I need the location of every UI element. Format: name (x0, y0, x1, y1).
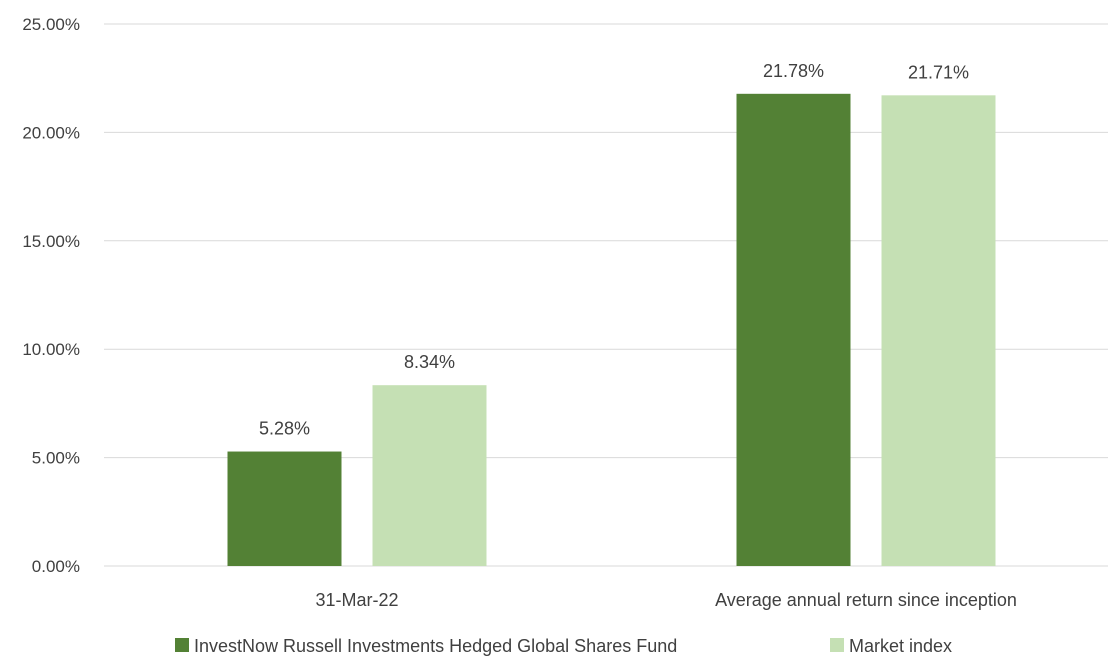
bar-fund (227, 451, 342, 566)
legend-swatch (175, 638, 189, 652)
y-tick-label: 25.00% (22, 15, 80, 34)
bars (227, 93, 996, 566)
legend: InvestNow Russell Investments Hedged Glo… (175, 636, 952, 656)
data-label: 21.71% (908, 62, 969, 82)
legend-label: InvestNow Russell Investments Hedged Glo… (194, 636, 677, 656)
legend-label: Market index (849, 636, 952, 656)
y-tick-label: 0.00% (32, 557, 80, 576)
y-tick-label: 15.00% (22, 232, 80, 251)
data-label: 21.78% (763, 61, 824, 81)
data-label: 5.28% (259, 419, 310, 439)
x-tick-label: Average annual return since inception (715, 590, 1017, 610)
y-tick-label: 20.00% (22, 123, 80, 142)
bar-market-index (881, 95, 996, 566)
y-tick-label: 5.00% (32, 449, 80, 468)
x-tick-label: 31-Mar-22 (315, 590, 398, 610)
data-label: 8.34% (404, 352, 455, 372)
y-tick-label: 10.00% (22, 340, 80, 359)
bar-fund (736, 93, 851, 566)
bar-market-index (372, 385, 487, 566)
legend-swatch (830, 638, 844, 652)
data-labels: 5.28% 8.34% 21.78% 21.71% (259, 61, 969, 439)
x-axis-tick-labels: 31-Mar-22 Average annual return since inc… (315, 590, 1016, 610)
y-axis-tick-labels: 0.00% 5.00% 10.00% 15.00% 20.00% 25.00% (22, 15, 80, 576)
